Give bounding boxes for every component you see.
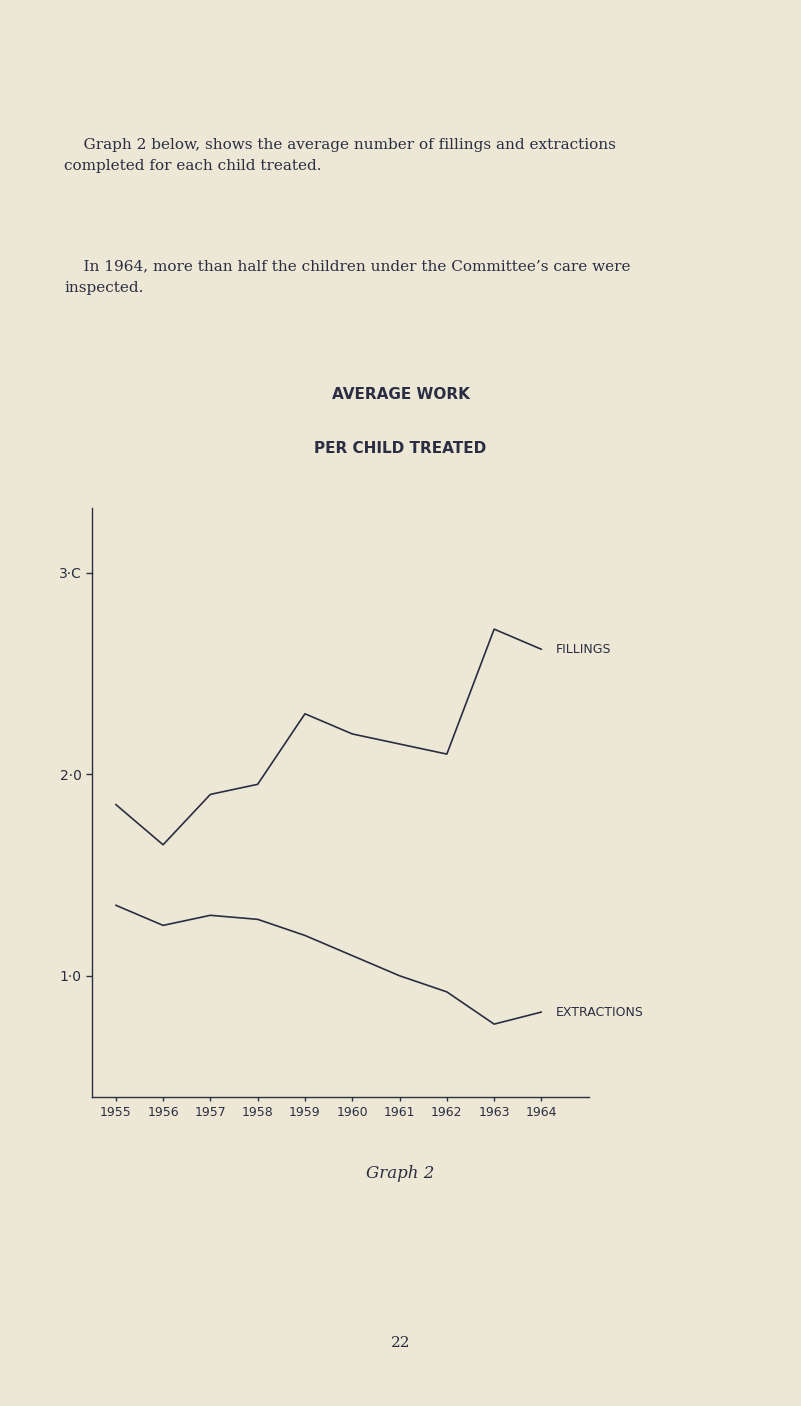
Text: 22: 22 [391, 1336, 410, 1350]
Text: EXTRACTIONS: EXTRACTIONS [555, 1005, 643, 1018]
Text: Graph 2: Graph 2 [366, 1166, 435, 1182]
Text: In 1964, more than half the children under the Committee’s care were
inspected.: In 1964, more than half the children und… [64, 259, 630, 295]
Text: FILLINGS: FILLINGS [555, 643, 611, 655]
Text: Graph 2 below, shows the average number of fillings and extractions
completed fo: Graph 2 below, shows the average number … [64, 138, 616, 173]
Text: PER CHILD TREATED: PER CHILD TREATED [314, 441, 487, 457]
Text: AVERAGE WORK: AVERAGE WORK [332, 387, 469, 402]
